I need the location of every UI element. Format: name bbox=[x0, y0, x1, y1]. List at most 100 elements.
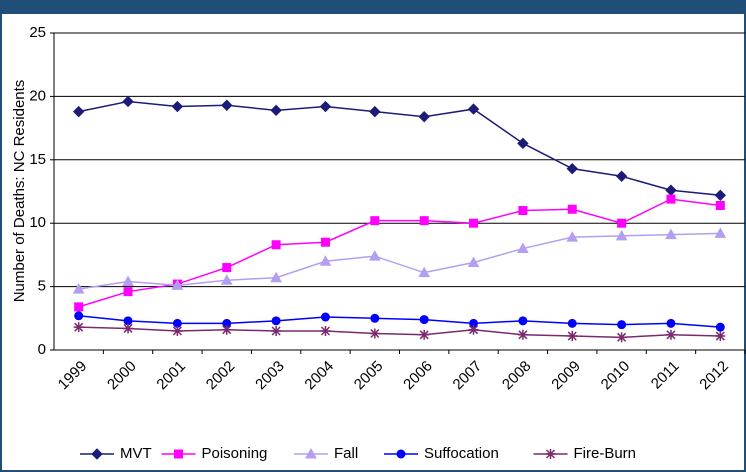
x-tick-label: 2004 bbox=[301, 358, 337, 394]
marker bbox=[320, 312, 330, 322]
marker bbox=[468, 324, 479, 335]
marker bbox=[271, 316, 281, 326]
marker bbox=[123, 323, 134, 334]
marker bbox=[74, 302, 84, 312]
marker bbox=[617, 218, 627, 228]
y-tick-label: 25 bbox=[29, 24, 46, 41]
marker bbox=[715, 331, 726, 342]
x-tick-label: 2003 bbox=[252, 358, 288, 394]
x-tick-label: 2007 bbox=[450, 358, 486, 394]
series-line bbox=[78, 326, 721, 339]
marker bbox=[122, 275, 134, 287]
legend-item: Suffocation bbox=[384, 445, 499, 462]
marker bbox=[665, 329, 676, 340]
marker bbox=[567, 318, 577, 328]
legend-item: MVT bbox=[80, 445, 152, 462]
frame bbox=[0, 12, 746, 472]
marker bbox=[615, 229, 628, 241]
x-tick-label: 2000 bbox=[104, 358, 140, 394]
marker bbox=[517, 329, 528, 340]
y-axis-label: Number of Deaths: NC Residents bbox=[11, 80, 28, 303]
marker bbox=[319, 255, 332, 266]
y-tick-label: 10 bbox=[29, 214, 46, 231]
marker bbox=[615, 170, 628, 182]
marker bbox=[73, 322, 84, 333]
x-tick-label: 2005 bbox=[351, 358, 387, 394]
marker bbox=[222, 263, 232, 273]
marker bbox=[74, 311, 84, 321]
y-tick-label: 5 bbox=[38, 278, 46, 295]
marker bbox=[567, 331, 578, 342]
marker bbox=[320, 325, 331, 336]
marker bbox=[566, 231, 579, 242]
marker bbox=[221, 99, 233, 111]
marker bbox=[419, 315, 429, 325]
marker bbox=[220, 274, 233, 285]
x-tick-label: 2009 bbox=[548, 358, 584, 394]
marker bbox=[91, 448, 103, 460]
marker bbox=[467, 103, 480, 115]
marker bbox=[714, 227, 727, 238]
marker bbox=[123, 287, 133, 297]
x-tick-label: 2010 bbox=[598, 358, 634, 394]
marker bbox=[172, 325, 183, 336]
marker bbox=[419, 329, 430, 340]
x-tick-label: 1999 bbox=[55, 358, 91, 394]
marker bbox=[467, 256, 480, 268]
marker bbox=[72, 283, 85, 294]
marker bbox=[617, 320, 627, 330]
marker bbox=[419, 216, 429, 226]
marker bbox=[368, 250, 381, 261]
marker bbox=[369, 105, 381, 118]
marker bbox=[517, 137, 529, 150]
marker bbox=[319, 100, 332, 113]
legend-label: Fall bbox=[334, 445, 358, 462]
x-tick-label: 2006 bbox=[400, 358, 436, 394]
series-line bbox=[78, 232, 721, 290]
legend-item: Poisoning bbox=[161, 445, 268, 462]
marker bbox=[396, 449, 406, 459]
y-tick-label: 15 bbox=[29, 151, 46, 168]
marker bbox=[566, 162, 578, 175]
marker bbox=[715, 322, 725, 332]
header-bar bbox=[0, 0, 746, 13]
marker bbox=[271, 325, 282, 336]
marker bbox=[665, 184, 677, 196]
marker bbox=[305, 447, 317, 459]
marker bbox=[469, 218, 479, 228]
marker bbox=[665, 228, 677, 240]
marker bbox=[271, 240, 281, 250]
marker bbox=[370, 216, 380, 226]
x-tick-label: 2012 bbox=[696, 358, 732, 394]
marker bbox=[518, 206, 528, 216]
marker bbox=[517, 242, 529, 254]
marker bbox=[370, 313, 380, 323]
marker bbox=[270, 271, 282, 283]
x-tick-label: 2002 bbox=[203, 358, 239, 394]
legend-label: Poisoning bbox=[202, 445, 268, 462]
x-tick-label: 2011 bbox=[648, 358, 683, 393]
marker bbox=[320, 237, 330, 247]
marker bbox=[418, 110, 430, 123]
marker bbox=[567, 204, 577, 214]
marker bbox=[545, 449, 556, 459]
legend-label: Fire-Burn bbox=[574, 445, 637, 462]
marker bbox=[72, 105, 85, 118]
marker bbox=[666, 194, 676, 204]
legend-item: Fall bbox=[294, 445, 358, 462]
legend-item: Fire-Burn bbox=[533, 445, 637, 462]
marker bbox=[221, 324, 232, 335]
series-line bbox=[78, 198, 721, 308]
marker bbox=[171, 279, 184, 290]
marker bbox=[122, 95, 134, 108]
series-line bbox=[78, 100, 721, 197]
legend-label: Suffocation bbox=[424, 445, 499, 462]
marker bbox=[174, 449, 183, 459]
x-tick-label: 2001 bbox=[153, 358, 189, 394]
marker bbox=[171, 100, 184, 113]
marker bbox=[714, 189, 727, 202]
marker bbox=[369, 328, 380, 339]
x-tick-label: 2008 bbox=[499, 358, 535, 394]
series-line bbox=[78, 315, 721, 328]
